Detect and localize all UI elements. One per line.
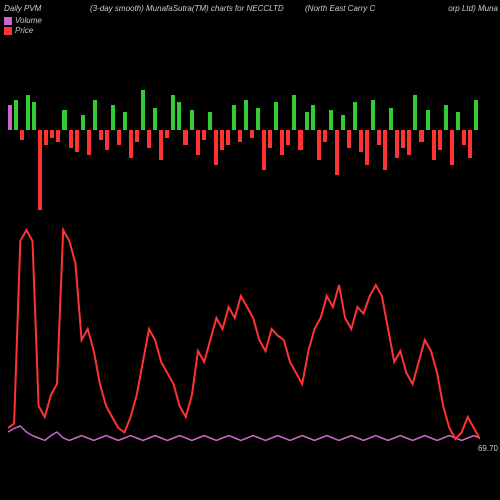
- volume-bar: [401, 130, 405, 148]
- volume-line: [8, 426, 480, 440]
- volume-bar: [129, 130, 133, 158]
- volume-bar: [323, 130, 327, 142]
- volume-bar: [468, 130, 472, 158]
- legend-item-price: Price: [4, 26, 42, 35]
- volume-bar: [56, 130, 60, 142]
- volume-bar: [292, 95, 296, 130]
- chart-header: Daily PVM (3-day smooth) MunafaSutra(TM)…: [0, 4, 500, 16]
- volume-bar: [341, 115, 345, 130]
- volume-bar: [365, 130, 369, 165]
- price-axis-label: 69.70: [478, 444, 498, 453]
- volume-bar: [135, 130, 139, 142]
- volume-bar: [305, 112, 309, 130]
- volume-bar: [69, 130, 73, 148]
- legend-item-volume: Volume: [4, 16, 42, 25]
- volume-bar: [250, 130, 254, 138]
- volume-bar: [238, 130, 242, 142]
- volume-bar: [462, 130, 466, 145]
- volume-bar: [456, 112, 460, 130]
- price-chart-svg: [8, 200, 480, 480]
- volume-bar: [214, 130, 218, 165]
- volume-bar: [329, 110, 333, 130]
- volume-bar: [268, 130, 272, 148]
- volume-bar: [395, 130, 399, 158]
- volume-panel: [8, 40, 480, 180]
- volume-bar: [32, 102, 36, 130]
- legend-label-volume: Volume: [15, 16, 42, 25]
- price-line: [8, 230, 480, 439]
- volume-bar: [20, 130, 24, 140]
- volume-bar: [311, 105, 315, 130]
- chart-legend: Volume Price: [4, 16, 42, 36]
- volume-bar: [444, 105, 448, 130]
- volume-bar: [171, 95, 175, 130]
- volume-bar: [280, 130, 284, 155]
- legend-label-price: Price: [15, 26, 33, 35]
- volume-bar: [232, 105, 236, 130]
- volume-bar: [450, 130, 454, 165]
- volume-bar: [196, 130, 200, 155]
- volume-bar: [407, 130, 411, 155]
- volume-bar: [371, 100, 375, 130]
- header-left: Daily PVM: [4, 4, 41, 13]
- legend-swatch-volume: [4, 17, 12, 25]
- volume-bar: [474, 100, 478, 130]
- volume-bar: [38, 130, 42, 210]
- volume-bar: [62, 110, 66, 130]
- volume-bar: [123, 112, 127, 130]
- volume-bar: [359, 130, 363, 152]
- price-panel: 69.70: [8, 200, 480, 480]
- volume-bar: [87, 130, 91, 155]
- volume-bar: [256, 108, 260, 130]
- volume-bar: [389, 108, 393, 130]
- volume-bar: [377, 130, 381, 145]
- volume-bar: [159, 130, 163, 160]
- volume-bar: [426, 110, 430, 130]
- volume-bar: [8, 105, 12, 130]
- volume-bar: [26, 95, 30, 130]
- volume-bar: [347, 130, 351, 148]
- volume-bar: [75, 130, 79, 152]
- volume-bar: [117, 130, 121, 145]
- header-center-left: (3-day smooth) MunafaSutra(TM) charts fo…: [90, 4, 284, 13]
- volume-bar: [262, 130, 266, 170]
- volume-bar: [99, 130, 103, 140]
- volume-bar: [220, 130, 224, 150]
- volume-bar: [105, 130, 109, 150]
- volume-bar: [81, 115, 85, 130]
- volume-bar: [190, 110, 194, 130]
- volume-bar: [353, 102, 357, 130]
- volume-bar: [432, 130, 436, 160]
- volume-bar: [413, 95, 417, 130]
- volume-bar: [177, 102, 181, 130]
- volume-bar: [183, 130, 187, 145]
- volume-bar: [438, 130, 442, 150]
- volume-bar: [44, 130, 48, 145]
- legend-swatch-price: [4, 27, 12, 35]
- volume-bar: [93, 100, 97, 130]
- volume-bar: [165, 130, 169, 138]
- volume-bar: [286, 130, 290, 145]
- volume-bar: [298, 130, 302, 150]
- volume-bar: [153, 108, 157, 130]
- volume-bar: [244, 100, 248, 130]
- volume-bar: [274, 102, 278, 130]
- volume-bar: [383, 130, 387, 170]
- volume-bar: [419, 130, 423, 142]
- chart-container: Daily PVM (3-day smooth) MunafaSutra(TM)…: [0, 0, 500, 500]
- volume-bar: [317, 130, 321, 160]
- volume-bar: [141, 90, 145, 130]
- volume-bar: [202, 130, 206, 140]
- volume-bar: [14, 100, 18, 130]
- volume-bar: [50, 130, 54, 138]
- volume-bar: [208, 112, 212, 130]
- header-right: orp Ltd) Muna: [448, 4, 498, 13]
- header-center-right: (North East Carry C: [305, 4, 375, 13]
- volume-bar: [147, 130, 151, 148]
- volume-bar: [111, 105, 115, 130]
- volume-bar: [335, 130, 339, 175]
- volume-bar: [226, 130, 230, 145]
